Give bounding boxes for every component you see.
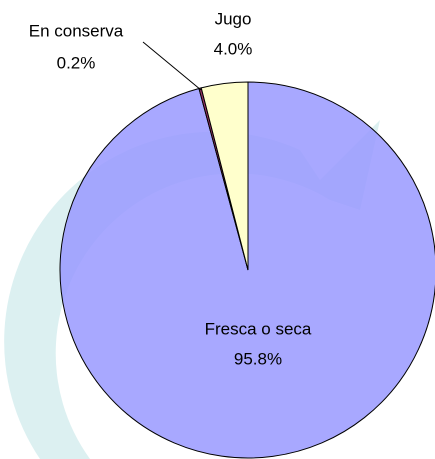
slices [59, 81, 435, 459]
category-label: Jugo [215, 9, 252, 28]
value-label: 0.2% [57, 53, 96, 72]
category-label: En conserva [29, 21, 124, 40]
category-label: Fresca o seca [205, 319, 312, 338]
value-label: 4.0% [214, 39, 253, 58]
value-label: 95.8% [234, 349, 282, 368]
pie-slice [200, 81, 249, 271]
leader-line [142, 41, 202, 91]
labels: Fresca o seca 95.8% En conserva 0.2% Jugo 4.0… [29, 9, 312, 368]
